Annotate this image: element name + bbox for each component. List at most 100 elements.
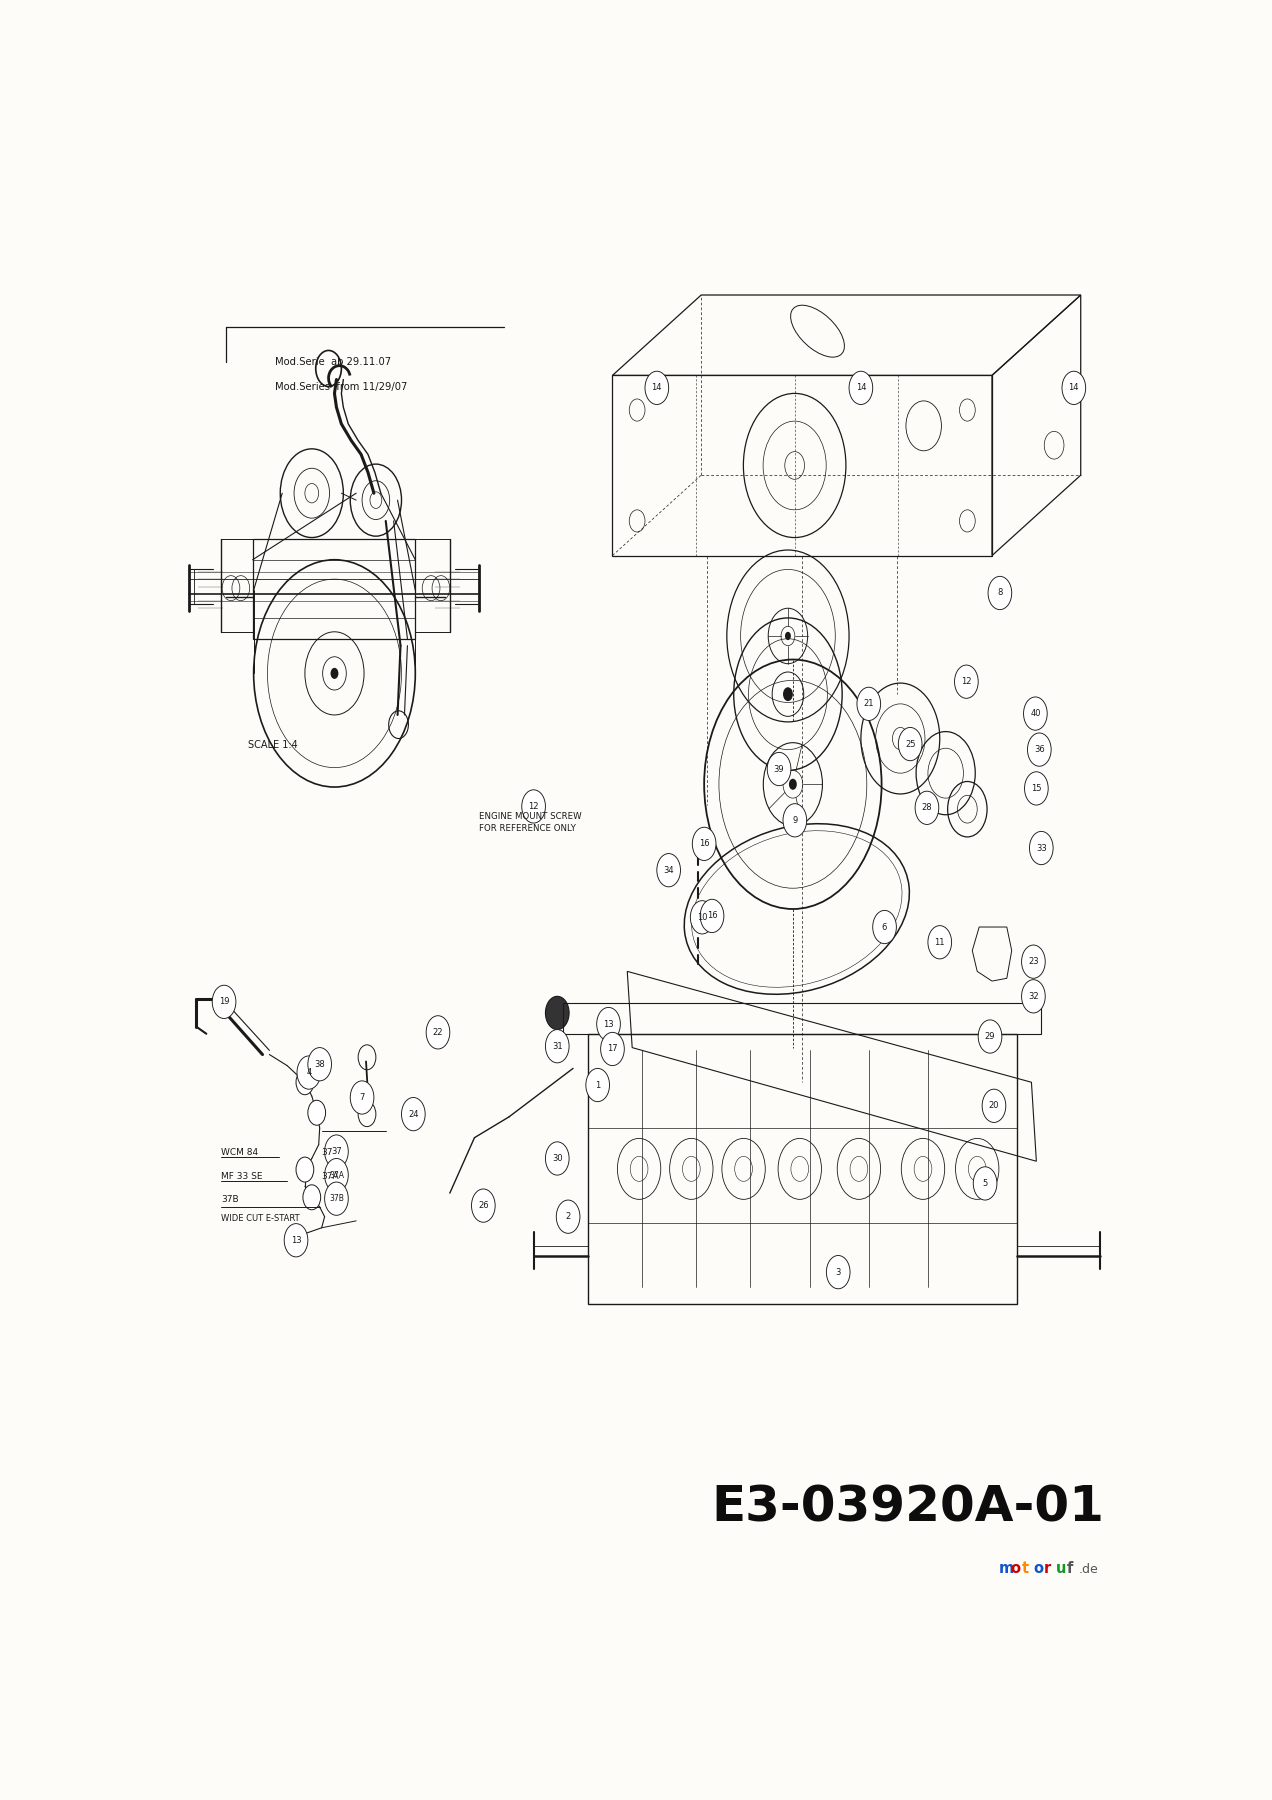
Text: 16: 16 xyxy=(707,911,717,920)
Text: 36: 36 xyxy=(1034,745,1044,754)
Text: r: r xyxy=(1044,1561,1052,1577)
Text: 13: 13 xyxy=(291,1237,301,1246)
Circle shape xyxy=(296,1157,314,1183)
Circle shape xyxy=(600,1033,625,1066)
Text: o: o xyxy=(1010,1561,1020,1577)
Text: WCM 84: WCM 84 xyxy=(221,1148,258,1157)
Text: 10: 10 xyxy=(697,913,707,922)
Circle shape xyxy=(324,1183,349,1215)
Circle shape xyxy=(873,911,897,943)
Text: 6: 6 xyxy=(881,923,888,932)
Text: 24: 24 xyxy=(408,1109,418,1118)
Text: 29: 29 xyxy=(985,1031,995,1040)
Text: 21: 21 xyxy=(864,700,874,709)
Text: 34: 34 xyxy=(663,866,674,875)
Text: 12: 12 xyxy=(962,677,972,686)
Circle shape xyxy=(692,828,716,860)
Circle shape xyxy=(1028,733,1051,767)
Text: 14: 14 xyxy=(856,383,866,392)
Circle shape xyxy=(850,371,873,405)
Circle shape xyxy=(296,1057,321,1089)
Text: 1: 1 xyxy=(595,1080,600,1089)
Circle shape xyxy=(331,668,338,679)
Text: 28: 28 xyxy=(922,803,932,812)
Circle shape xyxy=(700,900,724,932)
Text: 37A: 37A xyxy=(329,1170,343,1179)
Circle shape xyxy=(656,853,681,887)
Circle shape xyxy=(767,752,791,785)
Circle shape xyxy=(784,688,792,702)
Circle shape xyxy=(827,1256,850,1289)
Text: 37B: 37B xyxy=(329,1193,343,1202)
Circle shape xyxy=(324,1159,349,1192)
Text: 20: 20 xyxy=(988,1102,1000,1111)
Text: 37A: 37A xyxy=(322,1172,340,1181)
Text: 38: 38 xyxy=(314,1060,326,1069)
Text: f: f xyxy=(1067,1561,1074,1577)
Text: 31: 31 xyxy=(552,1042,562,1051)
Text: 22: 22 xyxy=(432,1028,443,1037)
Text: 26: 26 xyxy=(478,1201,488,1210)
Circle shape xyxy=(284,1224,308,1256)
Text: 23: 23 xyxy=(1028,958,1039,967)
Circle shape xyxy=(586,1069,609,1102)
Circle shape xyxy=(973,1166,997,1201)
Text: 7: 7 xyxy=(360,1093,365,1102)
Text: 14: 14 xyxy=(651,383,663,392)
Text: MF 33 SE: MF 33 SE xyxy=(221,1172,262,1181)
Circle shape xyxy=(402,1098,425,1130)
Text: 4: 4 xyxy=(307,1067,312,1076)
Text: 5: 5 xyxy=(982,1179,988,1188)
Circle shape xyxy=(350,1080,374,1114)
Text: o: o xyxy=(1033,1561,1043,1577)
Text: Mod.Series  from 11/29/07: Mod.Series from 11/29/07 xyxy=(275,382,408,392)
Text: 33: 33 xyxy=(1035,844,1047,853)
Bar xyxy=(588,1033,1016,1303)
Text: u: u xyxy=(1056,1561,1066,1577)
Circle shape xyxy=(308,1100,326,1125)
Circle shape xyxy=(645,371,669,405)
Circle shape xyxy=(1062,371,1086,405)
Text: 14: 14 xyxy=(1068,383,1079,392)
Circle shape xyxy=(1029,832,1053,864)
Circle shape xyxy=(1021,945,1046,979)
Circle shape xyxy=(597,1008,621,1040)
Circle shape xyxy=(691,900,714,934)
Circle shape xyxy=(785,632,791,641)
Text: .de: .de xyxy=(1079,1564,1098,1577)
Text: t: t xyxy=(1021,1561,1029,1577)
Text: 3: 3 xyxy=(836,1267,841,1276)
Text: 25: 25 xyxy=(904,740,916,749)
Bar xyxy=(253,538,415,639)
Text: 12: 12 xyxy=(528,803,539,812)
Text: 19: 19 xyxy=(219,997,229,1006)
Text: 17: 17 xyxy=(607,1044,618,1053)
Circle shape xyxy=(546,1030,569,1062)
Text: 37B: 37B xyxy=(221,1195,239,1204)
Circle shape xyxy=(982,1089,1006,1123)
Text: ENGINE MOUNT SCREW
FOR REFERENCE ONLY: ENGINE MOUNT SCREW FOR REFERENCE ONLY xyxy=(480,812,583,833)
Text: 37: 37 xyxy=(322,1148,333,1157)
Circle shape xyxy=(954,664,978,698)
Circle shape xyxy=(522,790,546,823)
Text: 16: 16 xyxy=(698,839,710,848)
Circle shape xyxy=(988,576,1011,610)
Text: SCALE 1:4: SCALE 1:4 xyxy=(248,740,298,751)
Circle shape xyxy=(426,1015,450,1049)
Circle shape xyxy=(929,925,951,959)
Text: WIDE CUT E-START: WIDE CUT E-START xyxy=(221,1215,300,1224)
Text: 9: 9 xyxy=(792,815,798,824)
Text: E3-03920A-01: E3-03920A-01 xyxy=(712,1483,1104,1532)
Text: 8: 8 xyxy=(997,589,1002,598)
Circle shape xyxy=(978,1021,1002,1053)
Text: 39: 39 xyxy=(773,765,785,774)
Text: 13: 13 xyxy=(603,1019,614,1028)
Bar xyxy=(563,1003,1042,1033)
Circle shape xyxy=(556,1201,580,1233)
Circle shape xyxy=(1021,979,1046,1013)
Text: 32: 32 xyxy=(1028,992,1039,1001)
Text: 15: 15 xyxy=(1032,785,1042,794)
Text: 2: 2 xyxy=(566,1211,571,1220)
Text: 40: 40 xyxy=(1030,709,1040,718)
Circle shape xyxy=(546,997,569,1030)
